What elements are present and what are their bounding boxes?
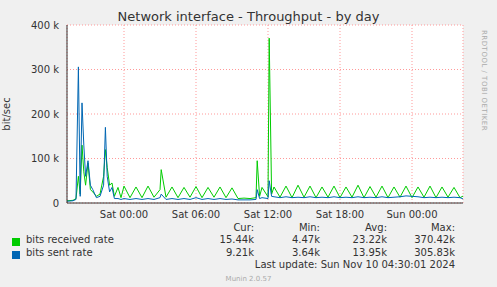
html-text:9.21k: 9.21k xyxy=(225,247,254,258)
html-text:Min:: Min: xyxy=(298,222,320,233)
html-text:3.64k: 3.64k xyxy=(291,247,320,258)
svg-text:Sat 12:00: Sat 12:00 xyxy=(244,209,292,220)
html-text:Last update: Sun Nov 10 04:30:: Last update: Sun Nov 10 04:30:01 2024 xyxy=(254,259,455,270)
svg-text:200 k: 200 k xyxy=(31,109,59,120)
html-text:Network interface - Throughput: Network interface - Throughput - by day xyxy=(117,9,380,24)
html-text:Cur:: Cur: xyxy=(233,222,254,233)
svg-text:Sat 00:00: Sat 00:00 xyxy=(100,209,148,220)
html-text:15.44k: 15.44k xyxy=(219,234,254,245)
html-text:370.42k: 370.42k xyxy=(414,234,455,245)
svg-text:300 k: 300 k xyxy=(31,64,59,75)
html-text:bits sent rate: bits sent rate xyxy=(26,247,93,258)
svg-text:0: 0 xyxy=(53,198,59,209)
svg-text:Sat 06:00: Sat 06:00 xyxy=(172,209,220,220)
svg-text:Sun 00:00: Sun 00:00 xyxy=(386,209,437,220)
html-text:4.47k: 4.47k xyxy=(291,234,320,245)
html-text:bits received rate: bits received rate xyxy=(26,234,114,245)
html-text:Munin 2.0.57: Munin 2.0.57 xyxy=(225,275,272,283)
html-text:305.83k: 305.83k xyxy=(414,247,455,258)
svg-text:Sat 18:00: Sat 18:00 xyxy=(316,209,364,220)
html-text:Max:: Max: xyxy=(431,222,455,233)
html-text:RRDTOOL / TOBI OETIKER: RRDTOOL / TOBI OETIKER xyxy=(480,30,488,132)
svg-text:100 k: 100 k xyxy=(31,153,59,164)
html-text:23.22k: 23.22k xyxy=(352,234,387,245)
html-text:Avg:: Avg: xyxy=(365,222,387,233)
html-text:13.95k: 13.95k xyxy=(352,247,387,258)
svg-text:400 k: 400 k xyxy=(31,20,59,31)
svg-text:bit/sec: bit/sec xyxy=(8,97,12,130)
